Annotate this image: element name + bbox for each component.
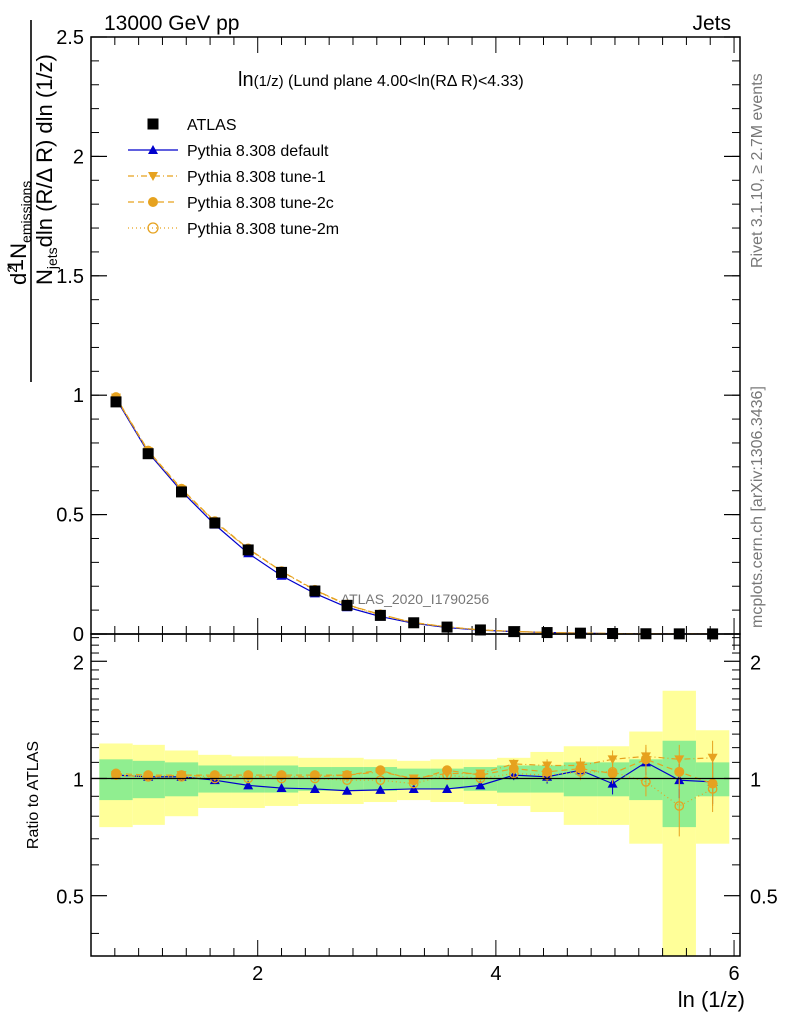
ratio-data-point [375,765,386,776]
ylabel-denominator: Njetsdln (R/Δ R) dln (1/z) [32,54,60,285]
watermark: ATLAS_2020_I1790256 [341,591,490,607]
ratio-series-group [111,740,718,837]
ratio-data-point [674,766,685,777]
ratio-y-tick-label: 1 [73,769,84,791]
ratio-plot-frame [90,633,741,957]
ratio-data-point [111,770,121,780]
main-y-tick-label: 2.5 [56,27,84,49]
title-main: ln [238,69,254,91]
ratio-plot-panel: 0.5 0.5 1 1 2 2 2 4 6 [56,633,778,985]
ratio-data-point [243,770,254,781]
main-y-tick-label: 0 [73,624,84,646]
main-data-point [574,627,586,639]
main-plot-panel: 0 0.5 1 1.5 2 2.5 ATLAS_2020_I1790256 ATLAS Py… [56,27,741,646]
ratio-data-point [641,777,651,787]
ratio-y-tick-label: 2 [73,652,84,674]
main-data-point [374,609,386,621]
ratio-data-point [442,770,452,780]
ratio-data-point [176,771,187,782]
ratio-data-point [375,784,386,794]
legend-marker [147,222,159,234]
main-data-point [309,585,321,597]
x-axis-label: ln (1/z) [678,987,745,1012]
energy-label: 13000 GeV pp [104,12,239,35]
title-sub: (1/z) [254,73,284,90]
ratio-data-point [542,770,552,780]
main-data-point [110,396,122,408]
main-data-point [276,566,288,578]
ratio-data-point [309,770,320,781]
ratio-x-axis: 2 4 6 [114,634,740,985]
process-label: Jets [692,12,731,35]
main-y-tick-label: 1 [73,385,84,407]
ratio-data-point [442,765,453,776]
rivet-label: Rivet 3.1.10, ≥ 2.7M events [749,73,766,268]
main-data-point [176,486,188,498]
ratio-data-point [209,770,220,781]
main-y-tick-label: 1.5 [56,266,84,288]
main-y-axis: 0 0.5 1 1.5 2 2.5 [56,27,740,646]
ratio-data-point [640,754,651,765]
mcplots-label: mcplots.cern.ch [arXiv:1306.3436] [749,386,766,628]
x-tick-label: 6 [728,963,739,985]
main-data-point [242,544,254,556]
ratio-y-axis: 0.5 0.5 1 1 2 2 [56,637,778,934]
legend-label: Pythia 8.308 tune-1 [187,169,326,186]
main-data-point [408,617,420,629]
ratio-y-tick-label: 0.5 [56,887,84,909]
main-data-point [508,626,520,638]
ratio-data-point [475,780,486,790]
ratio-y-tick-label-right: 0.5 [750,887,778,909]
ratio-data-point [243,780,254,790]
main-y-tick-label: 0.5 [56,505,84,527]
ratio-data-point [674,801,685,811]
ratio-data-point [143,771,154,782]
main-data-point [541,627,553,639]
ratio-data-point [342,775,352,786]
title-rest: (Lund plane 4.00<ln(RΔ R)<4.33) [284,73,524,90]
legend-marker [147,118,159,130]
ratio-data-point [309,783,320,793]
ylabel-prefix: 1 [3,259,28,271]
ratio-y-tick-label-right: 2 [750,652,761,674]
ratio-data-point [375,775,386,786]
main-series-group [110,392,719,640]
legend-label: Pythia 8.308 tune-2c [187,195,334,212]
legend: ATLAS Pythia 8.308 default Pythia 8.308 tu… [128,117,339,238]
main-plot-title: ln(1/z) (Lund plane 4.00<ln(RΔ R)<4.33) [238,69,524,91]
ratio-data-point [342,785,353,795]
ratio-data-point [575,766,586,777]
ratio-data-point [607,766,618,777]
legend-label: Pythia 8.308 tune-2m [187,221,339,238]
ratio-uncertainty-bands [99,690,730,956]
main-data-point [209,517,221,529]
main-y-tick-label: 2 [73,146,84,168]
ratio-data-point [408,778,419,789]
main-data-point [142,448,154,460]
legend-marker [148,145,158,154]
ratio-data-point [607,755,618,765]
ratio-data-point [508,768,519,779]
main-data-point [474,624,486,636]
ratio-data-point [707,784,718,794]
x-tick-label: 2 [252,963,263,985]
legend-marker [148,197,158,207]
ratio-data-point [276,783,287,793]
legend-label: Pythia 8.308 default [187,143,329,160]
ratio-data-point [442,783,453,793]
main-y-axis-label: 1 d2 Nemissions Njetsdln (R/Δ R) dln (1/… [3,20,60,382]
main-data-point [441,621,453,633]
main-data-point [341,599,353,611]
ratio-y-tick-label-right: 1 [750,769,761,791]
x-tick-label: 4 [490,963,501,985]
ratio-data-point [276,770,287,781]
ratio-y-axis-label: Ratio to ATLAS [25,741,42,849]
ratio-data-point [707,753,718,763]
ratio-data-point [342,770,353,781]
ylabel-numerator: d2 Nemissions [4,181,34,285]
legend-marker [148,172,158,181]
legend-label: ATLAS [187,117,237,134]
